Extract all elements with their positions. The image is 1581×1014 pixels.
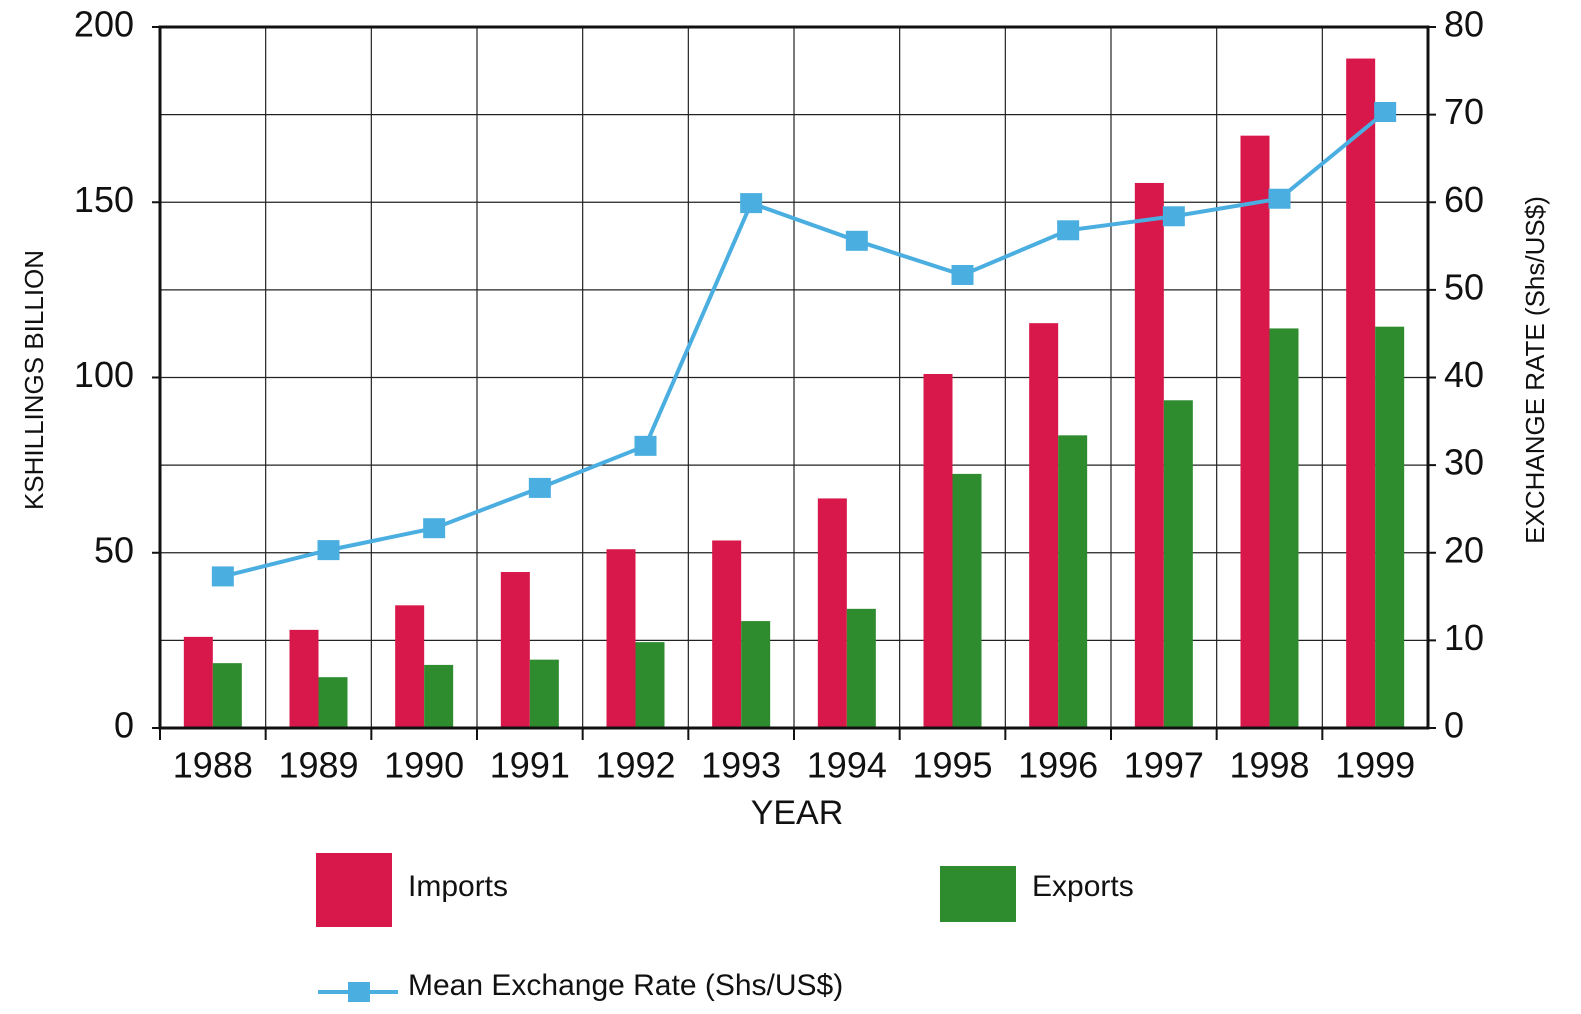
marker bbox=[740, 193, 763, 214]
bar bbox=[1134, 182, 1164, 728]
legend-label: Imports bbox=[408, 870, 508, 903]
x-tick-label: 1993 bbox=[701, 745, 781, 786]
x-tick-label: 1997 bbox=[1124, 745, 1204, 786]
bar bbox=[1240, 135, 1270, 728]
legend-swatch bbox=[316, 853, 392, 927]
line bbox=[222, 110, 1387, 579]
y2-tick-label: 80 bbox=[1444, 4, 1484, 45]
y2-tick-label: 60 bbox=[1444, 179, 1484, 220]
legend-marker bbox=[348, 982, 370, 1002]
x-tick-label: 1990 bbox=[384, 745, 464, 786]
marker bbox=[528, 477, 551, 498]
marker bbox=[317, 540, 340, 561]
x-tick-label: 1992 bbox=[595, 745, 675, 786]
x-tick-label: 1998 bbox=[1229, 745, 1309, 786]
marker bbox=[634, 435, 657, 456]
bar bbox=[817, 498, 847, 728]
y-axis-title: KSHILLINGS BILLION bbox=[19, 250, 49, 510]
y2-tick-label: 20 bbox=[1444, 529, 1484, 570]
bar bbox=[529, 659, 559, 728]
marker bbox=[1057, 220, 1080, 241]
bar bbox=[395, 605, 425, 728]
legend-swatch bbox=[940, 866, 1016, 922]
bar bbox=[923, 373, 953, 728]
y2-tick-label: 0 bbox=[1444, 705, 1464, 746]
plot-frame bbox=[158, 25, 1430, 730]
bar bbox=[1163, 400, 1193, 728]
y2-axis-title: EXCHANGE RATE (Shs/US$) bbox=[1520, 196, 1550, 544]
y2-tick-label: 70 bbox=[1444, 91, 1484, 132]
bar bbox=[289, 629, 319, 728]
bar bbox=[952, 473, 982, 728]
marker bbox=[951, 264, 974, 285]
x-tick-label: 1988 bbox=[173, 745, 253, 786]
bar bbox=[500, 572, 530, 728]
y-tick-label: 50 bbox=[94, 529, 134, 570]
legend-label: Exports bbox=[1032, 870, 1134, 903]
bar bbox=[1269, 328, 1299, 728]
bar bbox=[846, 608, 876, 728]
bar bbox=[1346, 58, 1376, 729]
y2-tick-label: 30 bbox=[1444, 442, 1484, 483]
bar bbox=[741, 621, 771, 728]
marker bbox=[1162, 206, 1185, 227]
bar bbox=[318, 677, 348, 728]
marker bbox=[845, 230, 868, 251]
y2-tick-label: 50 bbox=[1444, 266, 1484, 307]
y-tick-label: 100 bbox=[74, 354, 134, 395]
bar bbox=[712, 540, 742, 728]
bar bbox=[606, 549, 636, 728]
bar bbox=[1029, 323, 1059, 728]
bar bbox=[183, 636, 213, 728]
x-tick-label: 1996 bbox=[1018, 745, 1098, 786]
x-tick-label: 1999 bbox=[1335, 745, 1415, 786]
bar bbox=[212, 663, 242, 728]
legend-label: Mean Exchange Rate (Shs/US$) bbox=[408, 969, 843, 1002]
x-tick-label: 1995 bbox=[912, 745, 992, 786]
marker bbox=[1268, 188, 1291, 209]
marker bbox=[423, 518, 446, 539]
y-tick-label: 150 bbox=[74, 179, 134, 220]
y2-tick-label: 10 bbox=[1444, 617, 1484, 658]
marker bbox=[1374, 101, 1397, 122]
bar bbox=[424, 664, 454, 728]
y2-tick-label: 40 bbox=[1444, 354, 1484, 395]
x-tick-label: 1989 bbox=[278, 745, 358, 786]
y-tick-label: 0 bbox=[114, 705, 134, 746]
x-axis-title: YEAR bbox=[751, 794, 844, 832]
x-tick-label: 1994 bbox=[807, 745, 887, 786]
x-tick-label: 1991 bbox=[490, 745, 570, 786]
bar bbox=[1375, 326, 1405, 728]
bar bbox=[635, 642, 665, 728]
bar bbox=[1058, 435, 1088, 728]
y-tick-label: 200 bbox=[74, 4, 134, 45]
marker bbox=[211, 566, 234, 587]
